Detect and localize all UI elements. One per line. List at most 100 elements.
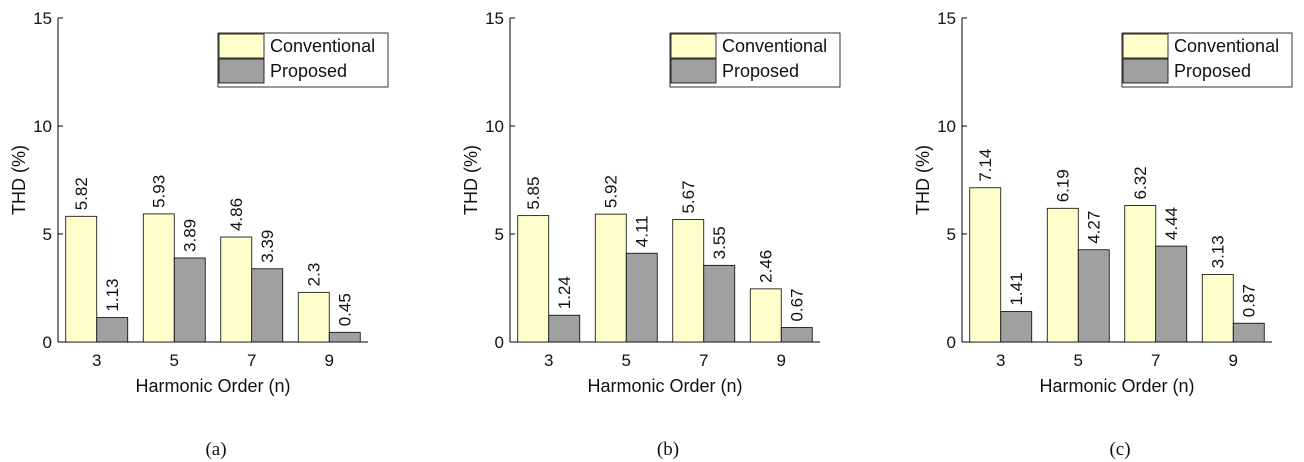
bar-proposed	[174, 258, 205, 342]
data-label: 5.93	[150, 175, 169, 208]
bar-conventional	[673, 220, 704, 342]
bar-conventional	[143, 214, 174, 342]
legend-swatch-conventional	[219, 34, 264, 58]
bar-conventional	[298, 292, 329, 342]
data-label: 1.24	[555, 276, 574, 309]
legend-label: Conventional	[270, 36, 375, 56]
data-label: 5.82	[72, 177, 91, 210]
data-label: 4.27	[1085, 211, 1104, 244]
bar-proposed	[1078, 250, 1109, 342]
data-label: 4.11	[633, 215, 652, 247]
bar-conventional	[1202, 274, 1233, 342]
bar-proposed	[626, 253, 657, 342]
y-tick-label: 5	[43, 225, 52, 244]
data-label: 3.89	[181, 219, 200, 252]
legend-label: Proposed	[270, 61, 347, 81]
y-tick-label: 10	[33, 117, 52, 136]
data-label: 4.86	[227, 198, 246, 231]
legend-label: Proposed	[722, 61, 799, 81]
legend-swatch-conventional	[1123, 34, 1168, 58]
legend-label: Proposed	[1174, 61, 1251, 81]
bar-conventional	[1125, 205, 1156, 342]
y-axis-label: THD (%)	[9, 145, 29, 215]
chart-panel-3: 0 5 10 15 3 7.14 1.41 5 6.19 4.27 7 6.32 4.44 9 3.13 0.…	[913, 9, 1292, 460]
bar-proposed	[1156, 246, 1187, 342]
y-tick-label: 15	[937, 9, 956, 28]
data-label: 5.67	[679, 180, 698, 213]
x-tick-label: 9	[1229, 351, 1238, 370]
bar-proposed	[1233, 323, 1264, 342]
bar-conventional	[518, 216, 549, 342]
y-axis-label: THD (%)	[913, 145, 933, 215]
x-tick-label: 3	[996, 351, 1005, 370]
x-tick-label: 7	[1151, 351, 1160, 370]
y-tick-label: 15	[33, 9, 52, 28]
y-tick-label: 5	[947, 225, 956, 244]
data-label: 3.13	[1209, 235, 1228, 268]
bar-proposed	[781, 328, 812, 342]
y-tick-label: 0	[43, 333, 52, 352]
bar-proposed	[252, 269, 283, 342]
x-axis-label: Harmonic Order (n)	[1039, 376, 1194, 396]
data-label: 1.41	[1007, 272, 1026, 305]
data-label: 5.92	[602, 175, 621, 208]
y-tick-label: 5	[495, 225, 504, 244]
data-label: 4.44	[1162, 207, 1181, 240]
panel-caption: (b)	[657, 439, 679, 460]
bar-conventional	[970, 188, 1001, 342]
data-label: 2.46	[757, 250, 776, 283]
data-label: 6.32	[1131, 166, 1150, 199]
bar-proposed	[329, 332, 360, 342]
panel-caption: (a)	[205, 439, 226, 460]
data-label: 6.19	[1054, 169, 1073, 202]
legend: Conventional Proposed	[670, 33, 840, 87]
panel-caption: (c)	[1109, 439, 1130, 460]
data-label: 3.55	[710, 226, 729, 259]
x-axis-label: Harmonic Order (n)	[135, 376, 290, 396]
x-tick-label: 5	[622, 351, 631, 370]
x-tick-label: 7	[247, 351, 256, 370]
x-tick-label: 3	[92, 351, 101, 370]
x-tick-label: 5	[1074, 351, 1083, 370]
y-tick-label: 0	[495, 333, 504, 352]
bar-proposed	[704, 265, 735, 342]
y-axis-label: THD (%)	[461, 145, 481, 215]
x-tick-label: 9	[325, 351, 334, 370]
bar-proposed	[549, 315, 580, 342]
bar-proposed	[97, 318, 128, 342]
x-tick-label: 7	[699, 351, 708, 370]
data-label: 7.14	[976, 149, 995, 182]
x-tick-label: 3	[544, 351, 553, 370]
data-label: 1.13	[103, 278, 122, 311]
x-axis-label: Harmonic Order (n)	[587, 376, 742, 396]
bar-conventional	[66, 216, 97, 342]
data-label: 5.85	[524, 177, 543, 210]
legend-label: Conventional	[722, 36, 827, 56]
legend-swatch-proposed	[671, 59, 716, 83]
data-label: 3.39	[258, 230, 277, 263]
bar-proposed	[1001, 312, 1032, 342]
x-tick-label: 5	[170, 351, 179, 370]
data-label: 0.87	[1240, 284, 1259, 317]
bar-conventional	[1047, 208, 1078, 342]
chart-panel-1: 0 5 10 15 3 5.82 1.13 5 5.93 3.89 7 4.86 3.39 9 2.3 0.4…	[9, 9, 388, 460]
legend: Conventional Proposed	[218, 33, 388, 87]
y-tick-label: 10	[485, 117, 504, 136]
chart-panel-2: 0 5 10 15 3 5.85 1.24 5 5.92 4.11 7 5.67 3.55 9 2.46 0.…	[461, 9, 840, 460]
x-tick-label: 9	[777, 351, 786, 370]
legend-swatch-conventional	[671, 34, 716, 58]
data-label: 0.67	[788, 288, 807, 321]
y-tick-label: 10	[937, 117, 956, 136]
legend: Conventional Proposed	[1122, 33, 1292, 87]
bar-conventional	[750, 289, 781, 342]
legend-swatch-proposed	[1123, 59, 1168, 83]
bar-conventional	[595, 214, 626, 342]
bar-conventional	[221, 237, 252, 342]
legend-label: Conventional	[1174, 36, 1279, 56]
y-tick-label: 0	[947, 333, 956, 352]
y-tick-label: 15	[485, 9, 504, 28]
data-label: 0.45	[336, 293, 355, 326]
legend-swatch-proposed	[219, 59, 264, 83]
data-label: 2.3	[305, 263, 324, 287]
